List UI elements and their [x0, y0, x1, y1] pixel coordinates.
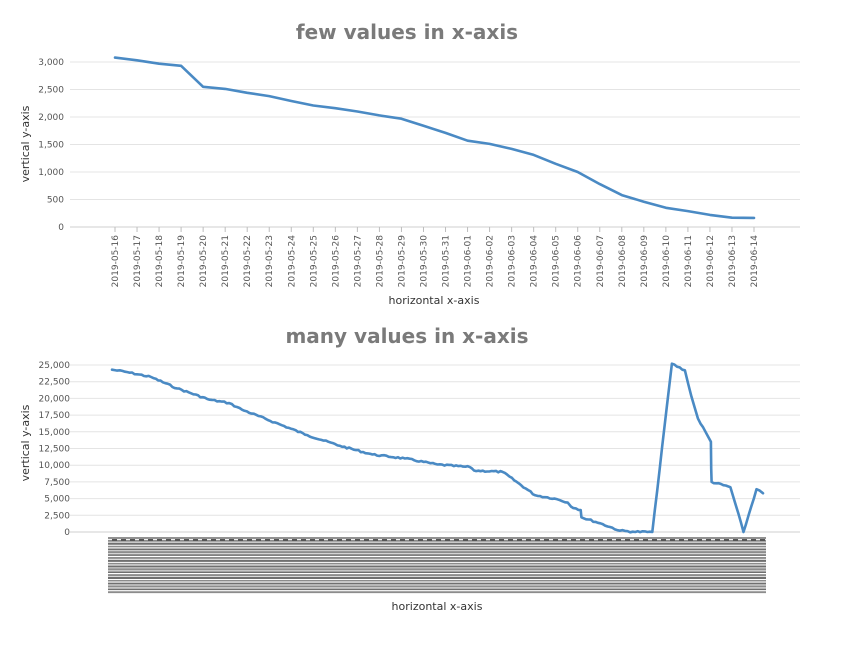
- series-line: [113, 56, 756, 220]
- x-tick-label: 2019-06-12: [706, 235, 716, 287]
- y-tick-labels: 0 2,500 5,000 7,500 10,000 12,500 15,000 17,500…: [39, 361, 71, 538]
- x-tick-label: 2019-05-25: [309, 235, 319, 287]
- x-tick-labels: 2019-05-16 2019-05-17 2019-05-18 2019-05-19…: [111, 227, 760, 287]
- x-tick-label: 2019-05-30: [419, 235, 429, 288]
- y-tick-label: 10,000: [39, 461, 71, 471]
- x-tick-label: 2019-05-26: [331, 235, 341, 288]
- x-tick-label: 2019-05-27: [353, 235, 363, 287]
- y-tick-label: 1,500: [38, 141, 64, 151]
- x-tick-label: 2019-06-05: [552, 235, 562, 287]
- x-tick-label: 2019-06-06: [574, 235, 584, 288]
- y-tick-label: 12,500: [39, 445, 71, 455]
- x-tick-label: 2019-06-08: [618, 235, 628, 288]
- y-gridlines: [70, 61, 800, 228]
- x-axis-label: horizontal x-axis: [392, 600, 483, 613]
- x-tick-label: 2019-05-18: [155, 235, 165, 288]
- y-tick-label: 3,000: [38, 58, 64, 68]
- x-tick-label: 2019-05-22: [243, 235, 253, 287]
- x-tick-label: 2019-05-17: [133, 235, 143, 287]
- x-tick-label: 2019-06-07: [596, 235, 606, 287]
- x-tick-label: 2019-05-21: [221, 235, 231, 287]
- y-axis-label: vertical y-axis: [19, 404, 32, 481]
- x-tick-label: 2019-06-01: [464, 235, 474, 287]
- x-tick-label: 2019-05-29: [397, 235, 407, 288]
- x-tick-label: 2019-06-11: [684, 235, 694, 287]
- y-tick-label: 2,500: [44, 511, 70, 521]
- y-tick-label: 25,000: [39, 361, 71, 371]
- x-tick-labels-dense: [108, 537, 766, 594]
- x-tick-label: 2019-06-03: [508, 235, 518, 287]
- x-axis-label: horizontal x-axis: [389, 294, 480, 307]
- x-tick-label: 2019-06-10: [662, 235, 672, 288]
- x-tick-label: 2019-05-23: [265, 235, 275, 287]
- y-axis-label: vertical y-axis: [19, 105, 32, 182]
- x-tick-label: 2019-06-14: [750, 235, 760, 288]
- y-gridlines: [70, 364, 800, 533]
- y-tick-label: 7,500: [44, 478, 70, 488]
- x-tick-label: 2019-05-19: [177, 235, 187, 288]
- x-tick-label: 2019-06-02: [486, 235, 496, 287]
- chart-title: many values in x-axis: [285, 324, 528, 348]
- series-line: [110, 362, 765, 534]
- chart-few-values: few values in x-axis 0 500 1,000 1,500 2,000…: [19, 20, 800, 307]
- y-tick-label: 5,000: [44, 495, 70, 505]
- y-tick-label: 2,500: [38, 86, 64, 96]
- y-tick-label: 20,000: [39, 394, 71, 404]
- x-tick-label: 2019-05-16: [111, 235, 121, 288]
- y-tick-labels: 0 500 1,000 1,500 2,000 2,500 3,000: [38, 58, 64, 233]
- y-tick-label: 0: [64, 528, 70, 538]
- x-tick-label: 2019-06-04: [530, 235, 540, 288]
- y-tick-label: 22,500: [39, 378, 71, 388]
- x-tick-label: 2019-06-13: [728, 235, 738, 287]
- chart-title: few values in x-axis: [296, 20, 518, 44]
- y-tick-label: 500: [47, 196, 64, 206]
- x-tick-label: 2019-05-28: [375, 235, 385, 288]
- y-tick-label: 2,000: [38, 113, 64, 123]
- x-tick-label: 2019-05-24: [287, 235, 297, 288]
- chart-many-values: many values in x-axis 0 2,500 5,000 7,500 10…: [19, 324, 800, 613]
- y-tick-label: 15,000: [39, 428, 71, 438]
- y-tick-label: 1,000: [38, 168, 64, 178]
- x-tick-label: 2019-06-09: [640, 235, 650, 288]
- y-tick-label: 17,500: [39, 411, 71, 421]
- x-tick-label: 2019-05-31: [442, 235, 452, 287]
- x-tick-label: 2019-05-20: [199, 235, 209, 288]
- y-tick-label: 0: [58, 223, 64, 233]
